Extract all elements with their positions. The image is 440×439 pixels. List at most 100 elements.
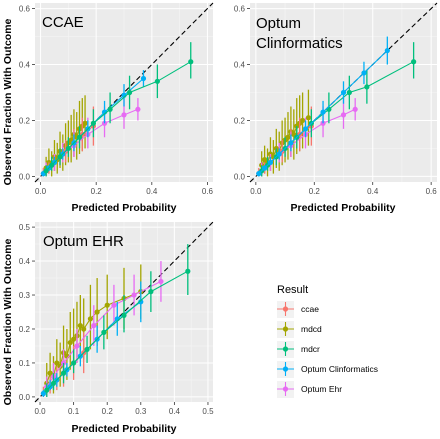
y-tick-label: 0.4	[19, 61, 31, 70]
y-tick-label: 0.5	[19, 223, 31, 232]
data-point	[121, 312, 127, 318]
panel-ccae-title: CCAE	[42, 14, 84, 31]
x-tick-label: 0.4	[169, 407, 181, 416]
panel-optum-ehr: 0.0 0.1 0.2 0.3 0.4 0.5 0.0 0.1 0.2 0.3 0.4 0.5 Opt…	[19, 221, 214, 435]
data-point	[65, 145, 71, 152]
data-point	[107, 106, 113, 112]
x-tick-label: 0.4	[146, 187, 158, 196]
series-optum-ehr	[44, 261, 164, 397]
x-tick-label: 0.0	[35, 187, 47, 196]
y-tick-label: 0.2	[234, 116, 246, 125]
data-point	[104, 302, 110, 308]
x-tick-label: 0.1	[68, 407, 80, 416]
x-tick-label: 0.6	[426, 187, 438, 196]
data-point	[74, 343, 80, 349]
y-tick-label: 0.4	[234, 61, 246, 70]
panel-optum-clinformatics-title-line-1: Optum	[256, 15, 301, 32]
panel-optum-clinformatics-marks	[256, 36, 417, 177]
data-point	[185, 268, 191, 274]
data-point	[299, 117, 306, 124]
legend-label: Optum Ehr	[301, 384, 342, 394]
data-point	[87, 316, 94, 322]
series-line	[258, 50, 388, 174]
y-axis-label-bottom: Observed Fraction With Outcome	[2, 238, 14, 405]
panel-ccae-marks	[40, 42, 194, 177]
data-point	[54, 360, 60, 366]
data-point	[148, 289, 154, 295]
legend-key-point	[282, 366, 289, 372]
data-point	[302, 126, 309, 132]
data-point	[320, 109, 326, 115]
legend-items: ccae mdcd mdcr Optum Clinformatics Optum Ehr	[277, 301, 378, 398]
y-tick-label: 0.4	[19, 257, 31, 266]
data-point	[352, 106, 358, 112]
data-point	[364, 84, 370, 90]
data-point	[340, 112, 347, 118]
panel-optum-ehr-title: Optum EHR	[43, 233, 124, 250]
data-point	[340, 89, 347, 96]
data-point	[44, 387, 50, 393]
data-point	[40, 390, 46, 397]
panel-optum-clinformatics-ticks: 0.0 0.2 0.4 0.6 0.0 0.2 0.4 0.6	[234, 5, 437, 196]
legend-item-optum-clinformatics: Optum Clinformatics	[277, 361, 378, 378]
data-point	[158, 278, 164, 285]
series-line	[45, 61, 192, 172]
data-point	[267, 159, 274, 166]
y-tick-label: 0.0	[19, 393, 31, 402]
data-point	[90, 120, 97, 126]
data-point	[384, 47, 390, 54]
series-optum-clinformatics	[256, 36, 390, 177]
legend-title: Result	[277, 284, 308, 296]
data-point	[71, 336, 77, 342]
x-tick-label: 0.4	[367, 187, 379, 196]
legend-label: Optum Clinformatics	[301, 364, 378, 374]
x-tick-label: 0.6	[202, 187, 214, 196]
data-point	[101, 329, 107, 335]
legend-key-point	[282, 306, 289, 312]
y-tick-label: 0.0	[19, 172, 31, 181]
data-point	[135, 106, 141, 112]
legend-item-ccae: ccae	[277, 301, 319, 318]
data-point	[262, 165, 268, 171]
x-tick-label: 0.2	[309, 187, 321, 196]
data-point	[361, 70, 367, 76]
legend-label: mdcr	[301, 344, 320, 354]
data-point	[138, 299, 144, 305]
panel-optum-clinformatics-title: Optum Clinformatics	[256, 15, 343, 52]
x-tick-label: 0.0	[250, 187, 262, 196]
x-tick-label: 0.2	[91, 187, 103, 196]
data-point	[57, 154, 63, 160]
legend: Result ccae mdcd mdcr Optum Clinformatics Op…	[277, 284, 378, 398]
data-point	[285, 134, 291, 140]
legend-key-point	[282, 386, 289, 392]
series-line	[46, 280, 162, 388]
legend-item-optum-ehr: Optum Ehr	[277, 381, 342, 398]
data-point	[77, 322, 83, 329]
data-point	[60, 370, 67, 376]
data-point	[188, 59, 194, 65]
y-axis-label: Observed Fraction With Outcome	[2, 18, 14, 185]
x-tick-label: 0.2	[102, 407, 114, 416]
panel-ccae-ticks: 0.0 0.2 0.4 0.6 0.0 0.2 0.4 0.6	[19, 5, 214, 196]
data-point	[84, 346, 90, 352]
data-point	[50, 380, 57, 386]
data-point	[94, 309, 100, 315]
data-point	[71, 360, 77, 366]
panel-optum-ehr-ticks: 0.0 0.1 0.2 0.3 0.4 0.5 0.0 0.1 0.2 0.3 0.4 0.5	[19, 223, 214, 416]
data-point	[47, 370, 53, 376]
data-point	[154, 78, 160, 84]
panel-ccae-grid	[35, 3, 213, 182]
y-tick-label: 0.0	[234, 172, 246, 181]
data-point	[82, 120, 88, 126]
data-point	[256, 171, 262, 177]
series-mdcr	[44, 244, 191, 397]
x-tick-label: 0.0	[34, 407, 46, 416]
legend-label: ccae	[301, 304, 319, 314]
data-point	[288, 140, 294, 146]
y-tick-label: 0.2	[19, 116, 31, 125]
data-point	[67, 339, 73, 346]
data-point	[91, 322, 97, 329]
data-point	[411, 59, 417, 65]
legend-item-mdcd: mdcd	[277, 321, 322, 338]
